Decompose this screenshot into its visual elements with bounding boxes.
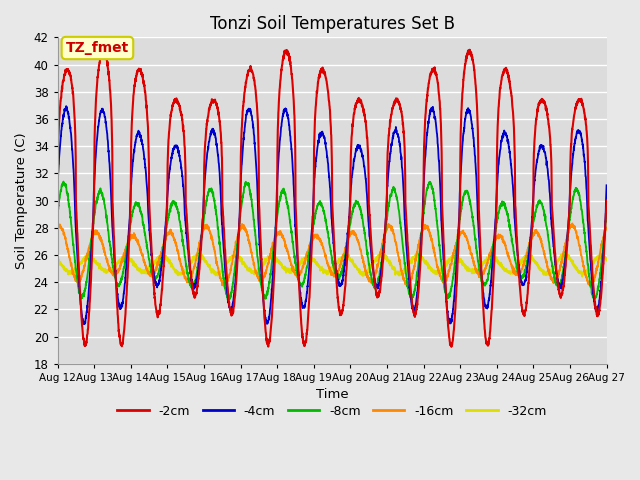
Legend: -2cm, -4cm, -8cm, -16cm, -32cm: -2cm, -4cm, -8cm, -16cm, -32cm (112, 400, 552, 423)
-8cm (116, 280, 124, 286)
-32cm (264, 255, 272, 261)
-16cm (264, 261, 272, 266)
-4cm (116, 306, 124, 312)
Line: -32cm: -32cm (58, 252, 607, 276)
-16cm (116, 263, 124, 268)
-8cm (592, 294, 600, 300)
Line: -2cm: -2cm (58, 50, 607, 347)
-2cm (288, 76, 296, 82)
-2cm (54, 196, 61, 202)
-32cm (579, 274, 586, 279)
-8cm (224, 297, 232, 303)
-16cm (603, 226, 611, 231)
-16cm (288, 263, 296, 269)
-32cm (54, 256, 61, 262)
Line: -16cm: -16cm (58, 223, 607, 288)
Line: -8cm: -8cm (58, 181, 607, 300)
-4cm (592, 306, 600, 312)
-8cm (289, 236, 296, 242)
-16cm (568, 220, 576, 226)
-2cm (264, 342, 272, 348)
Y-axis label: Soil Temperature (C): Soil Temperature (C) (15, 132, 28, 269)
-16cm (592, 271, 600, 276)
-4cm (80, 321, 88, 327)
Line: -4cm: -4cm (58, 106, 607, 324)
-4cm (289, 157, 296, 163)
-2cm (149, 268, 157, 274)
-2cm (116, 339, 124, 345)
X-axis label: Time: Time (316, 388, 348, 401)
Title: Tonzi Soil Temperatures Set B: Tonzi Soil Temperatures Set B (209, 15, 454, 33)
-32cm (378, 250, 386, 255)
-8cm (264, 286, 272, 292)
-4cm (62, 103, 70, 109)
-4cm (533, 159, 541, 165)
-32cm (592, 256, 600, 262)
-2cm (603, 198, 611, 204)
-4cm (264, 317, 272, 323)
-8cm (60, 179, 67, 184)
-32cm (603, 258, 611, 264)
-2cm (264, 344, 272, 349)
-2cm (592, 307, 600, 312)
-4cm (54, 181, 61, 187)
-2cm (533, 110, 541, 116)
-32cm (149, 261, 157, 266)
-32cm (116, 259, 124, 264)
-2cm (466, 47, 474, 53)
-16cm (588, 285, 595, 290)
-16cm (54, 225, 61, 231)
-16cm (532, 229, 540, 235)
-16cm (149, 272, 157, 278)
-32cm (288, 268, 296, 274)
-4cm (603, 182, 611, 188)
-8cm (54, 209, 61, 215)
Text: TZ_fmet: TZ_fmet (66, 41, 129, 55)
-8cm (603, 211, 611, 217)
-4cm (149, 267, 157, 273)
-32cm (533, 260, 541, 265)
-8cm (149, 271, 157, 277)
-8cm (533, 204, 541, 210)
